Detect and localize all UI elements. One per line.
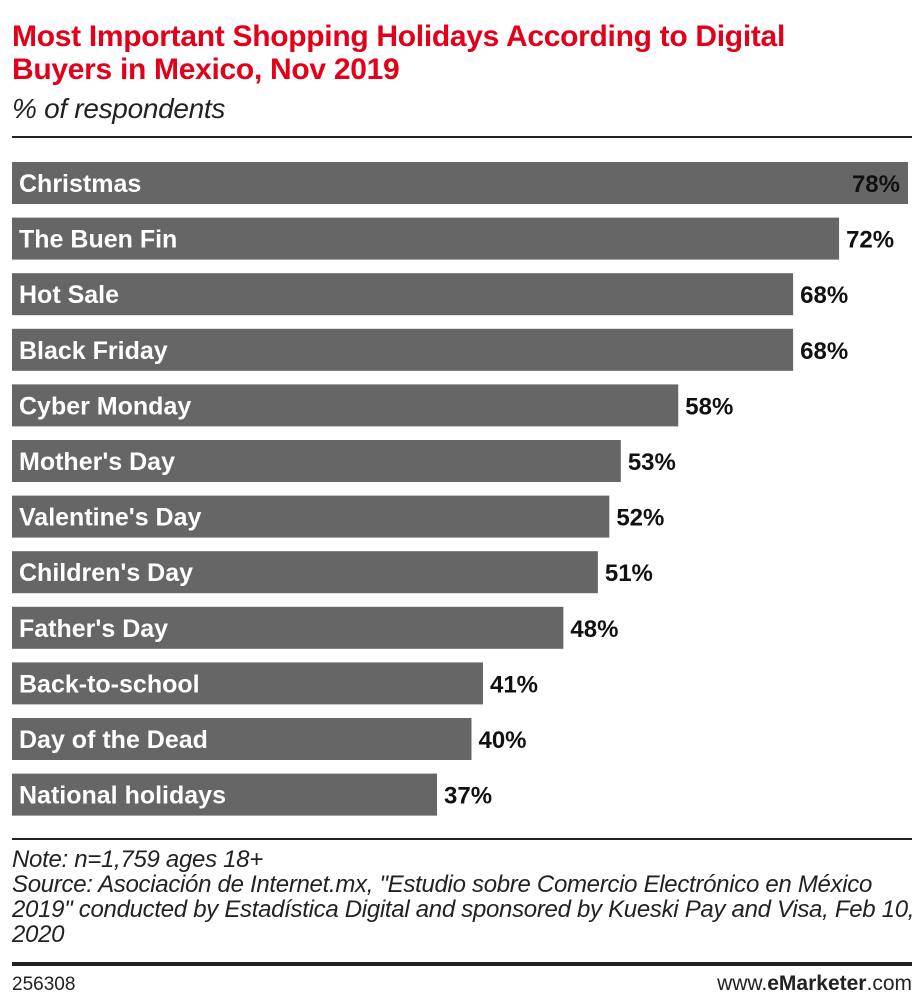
bar-group: Hot Sale 68% bbox=[12, 273, 848, 316]
value-label: 41% bbox=[490, 671, 538, 698]
category-label: National holidays bbox=[19, 782, 226, 810]
notes-divider bbox=[12, 838, 912, 840]
bar-group: Father's Day 48% bbox=[12, 606, 618, 649]
bar bbox=[12, 217, 840, 260]
bar-group: Day of the Dead 40% bbox=[12, 718, 527, 760]
bar bbox=[12, 384, 679, 427]
source-text: Source: Asociación de Internet.mx, "Estu… bbox=[12, 871, 915, 948]
bar bbox=[12, 718, 472, 760]
category-label: Black Friday bbox=[19, 337, 168, 365]
bar-group: Black Friday 68% bbox=[12, 328, 848, 371]
category-label: Cyber Monday bbox=[19, 392, 191, 420]
bar-group: Valentine's Day 52% bbox=[12, 495, 664, 538]
bar-group: Cyber Monday 58% bbox=[12, 384, 733, 427]
bar bbox=[12, 440, 621, 482]
bar-group: National holidays 37% bbox=[12, 773, 492, 816]
category-label: Valentine's Day bbox=[19, 504, 202, 532]
bar-chart: Christmas 78%The Buen Fin 72%Hot Sale 68%Bl… bbox=[12, 162, 908, 816]
brand-prefix: www. bbox=[717, 972, 768, 995]
category-label: Christmas bbox=[19, 170, 141, 198]
value-label: 68% bbox=[800, 282, 848, 309]
bar bbox=[12, 162, 908, 204]
value-label: 78% bbox=[852, 171, 900, 198]
category-label: Hot Sale bbox=[19, 281, 119, 309]
category-label: Back-to-school bbox=[19, 670, 200, 698]
chart-id: 256308 bbox=[12, 974, 76, 995]
value-label: 72% bbox=[846, 227, 894, 254]
emarketer-brand[interactable]: www.eMarketer.com bbox=[717, 972, 912, 996]
top-divider bbox=[12, 136, 912, 138]
notes-block: Note: n=1,759 ages 18+ Source: Asociació… bbox=[12, 847, 917, 947]
chart-title: Most Important Shopping Holidays Accordi… bbox=[12, 20, 785, 86]
bar bbox=[12, 273, 794, 316]
category-label: Day of the Dead bbox=[19, 726, 208, 754]
value-label: 51% bbox=[605, 560, 653, 587]
brand-suffix: .com bbox=[866, 972, 912, 995]
category-label: The Buen Fin bbox=[19, 226, 177, 254]
value-label: 53% bbox=[628, 449, 676, 476]
brand-name: eMarketer bbox=[767, 972, 867, 995]
chart-subtitle: % of respondents bbox=[12, 93, 226, 124]
bar bbox=[12, 662, 483, 705]
category-label: Mother's Day bbox=[19, 448, 175, 476]
bar bbox=[12, 495, 610, 538]
bar bbox=[12, 551, 598, 594]
bar-group: Back-to-school 41% bbox=[12, 662, 538, 705]
bar bbox=[12, 606, 564, 649]
footer-divider bbox=[12, 962, 912, 966]
bar-group: The Buen Fin 72% bbox=[12, 217, 894, 260]
value-label: 58% bbox=[685, 393, 733, 420]
bar bbox=[12, 328, 794, 371]
value-label: 40% bbox=[478, 727, 526, 754]
value-label: 52% bbox=[616, 505, 664, 532]
value-label: 48% bbox=[570, 616, 618, 643]
value-label: 68% bbox=[800, 338, 848, 365]
bar-group: Mother's Day 53% bbox=[12, 440, 676, 482]
category-label: Children's Day bbox=[19, 559, 193, 587]
bar-group: Children's Day 51% bbox=[12, 551, 653, 594]
category-label: Father's Day bbox=[19, 615, 168, 643]
bar-group: Christmas 78% bbox=[12, 162, 908, 204]
value-label: 37% bbox=[444, 783, 492, 810]
note-text: Note: n=1,759 ages 18+ bbox=[12, 846, 263, 873]
bar bbox=[12, 773, 438, 816]
